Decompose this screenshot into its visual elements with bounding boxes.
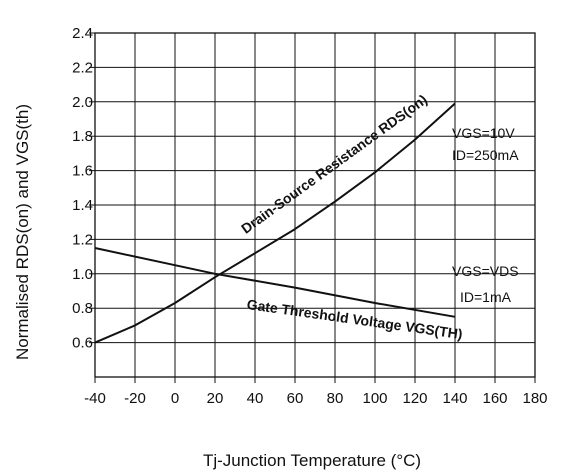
grid bbox=[95, 33, 535, 377]
series-line-rds-on bbox=[94, 102, 456, 344]
x-tick-label: 120 bbox=[402, 390, 427, 407]
rds-condition-id: ID=250mA bbox=[452, 147, 519, 163]
y-tick-label: 2.4 bbox=[72, 25, 93, 42]
y-tick-label: 2.2 bbox=[72, 59, 93, 76]
x-tick-label: 0 bbox=[171, 390, 179, 407]
y-tick-label: 1.2 bbox=[72, 231, 93, 248]
ticks: -40 -20 0 20 40 60 80 100 120 140 160 180 0.6 0.8 1.0 1… bbox=[72, 25, 547, 407]
vgs-condition-id: ID=1mA bbox=[460, 289, 512, 305]
x-tick-label: 180 bbox=[522, 390, 547, 407]
y-tick-label: 0.6 bbox=[72, 335, 93, 352]
y-tick-label: 1.4 bbox=[72, 197, 93, 214]
series-line-vgs-th bbox=[94, 247, 456, 318]
x-tick-label: 80 bbox=[327, 390, 344, 407]
series bbox=[94, 102, 456, 344]
x-tick-label: -40 bbox=[84, 390, 106, 407]
series-label-rds-on: Drain-Source Resistance RDS(on) bbox=[238, 91, 430, 237]
y-tick-label: 2.0 bbox=[72, 94, 93, 111]
y-tick-label: 0.8 bbox=[72, 300, 93, 317]
y-tick-label: 1.8 bbox=[72, 128, 93, 145]
series-label-vgs-th: Gate Threshold Voltage VGS(TH) bbox=[246, 296, 464, 342]
x-tick-label: 60 bbox=[287, 390, 304, 407]
rds-condition-vgs: VGS=10V bbox=[452, 125, 515, 141]
x-axis-title: Tj-Junction Temperature (°C) bbox=[203, 451, 421, 470]
y-tick-label: 1.6 bbox=[72, 163, 93, 180]
x-tick-label: 160 bbox=[482, 390, 507, 407]
x-tick-label: 40 bbox=[247, 390, 264, 407]
x-tick-label: 100 bbox=[362, 390, 387, 407]
x-tick-label: 20 bbox=[207, 390, 224, 407]
y-axis-title: Normalised RDS(on) and VGS(th) bbox=[13, 104, 32, 360]
vgs-condition-vgs: VGS=VDS bbox=[452, 263, 519, 279]
y-tick-label: 1.0 bbox=[72, 266, 93, 283]
x-tick-label: -20 bbox=[124, 390, 146, 407]
x-tick-label: 140 bbox=[442, 390, 467, 407]
